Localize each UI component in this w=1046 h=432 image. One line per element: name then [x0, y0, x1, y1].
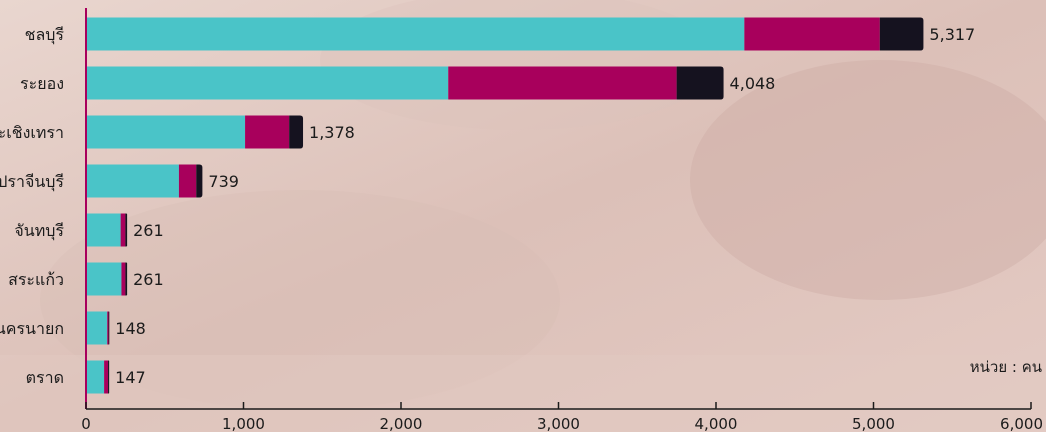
bars-group: [86, 17, 924, 394]
value-label: 261: [133, 221, 164, 240]
bar-segment: [86, 164, 179, 198]
x-tick-label: 4,000: [695, 415, 738, 432]
category-label: สระแก้ว: [8, 270, 64, 289]
bar-segment: [108, 311, 110, 345]
bar-segment: [104, 360, 109, 394]
x-tick-label: 5,000: [852, 415, 895, 432]
labels-group: 5,317 ชลบุรี 4,048 ระยอง 1,378 ฉะเชิงเทรา 739 ป…: [0, 25, 975, 387]
category-label: นครนายก: [0, 319, 64, 338]
axes-group: 0 1,000 2,000 3,000 4,000 5,000 6,000: [81, 8, 1043, 432]
category-label: ปราจีนบุรี: [0, 172, 64, 192]
value-label: 739: [208, 172, 239, 191]
bar-segment: [86, 311, 108, 345]
bar-segment: [86, 17, 745, 51]
bar-segment: [879, 17, 924, 51]
bar-segment: [108, 360, 110, 394]
bar-segment: [744, 17, 880, 51]
bar-segment: [86, 66, 449, 100]
category-label: ระยอง: [20, 74, 64, 93]
x-tick-label: 3,000: [537, 415, 580, 432]
bar-segment: [107, 311, 109, 345]
x-tick-label: 6,000: [1000, 415, 1043, 432]
bar-segment: [125, 262, 128, 296]
bar-segment: [86, 115, 246, 149]
unit-label: หน่วย : คน: [970, 358, 1042, 376]
value-label: 261: [133, 270, 164, 289]
x-tick-label: 1,000: [222, 415, 265, 432]
bar-segment: [448, 66, 677, 100]
bar-segment: [86, 262, 122, 296]
bar-segment: [86, 213, 121, 247]
bar-segment: [86, 360, 105, 394]
x-tick-label: 2,000: [380, 415, 423, 432]
category-label: ตราด: [26, 368, 64, 387]
category-label: ฉะเชิงเทรา: [0, 123, 64, 142]
bar-segment: [120, 213, 126, 247]
category-label: ชลบุรี: [25, 25, 65, 45]
bar-segment: [676, 66, 724, 100]
bar-segment: [125, 213, 128, 247]
bar-segment: [121, 262, 126, 296]
x-tick-label: 0: [81, 415, 91, 432]
bar-segment: [196, 164, 203, 198]
bar-segment: [289, 115, 304, 149]
value-label: 4,048: [730, 74, 776, 93]
bar-segment: [245, 115, 290, 149]
bar-segment: [178, 164, 197, 198]
value-label: 1,378: [309, 123, 355, 142]
category-label: จันทบุรี: [14, 221, 64, 241]
value-label: 5,317: [929, 25, 975, 44]
value-label: 147: [115, 368, 146, 387]
value-label: 148: [115, 319, 146, 338]
